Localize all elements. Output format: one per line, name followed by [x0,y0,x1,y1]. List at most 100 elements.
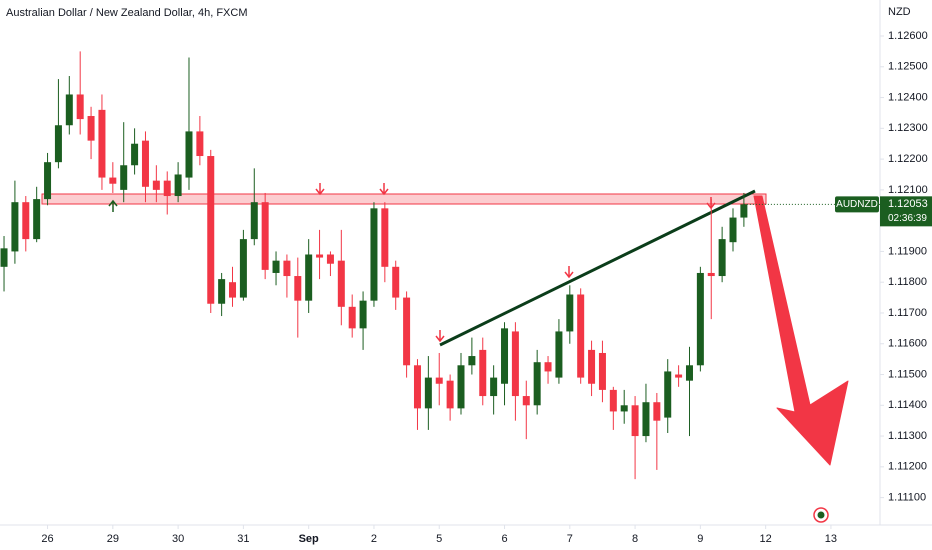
candle-body [76,94,84,120]
candle-body [707,272,715,277]
y-tick-label: 1.11600 [888,338,927,350]
symbol-label: AUDNZD [836,199,878,210]
candle-body [424,377,432,409]
candle-body [403,297,411,366]
candle-body [392,266,400,298]
candle-body [577,294,585,378]
x-tick-label: 5 [436,533,442,545]
x-tick-label: 30 [172,533,184,545]
candle-body [163,180,171,197]
candle-body [642,402,650,437]
candle-body [457,365,465,409]
candle-body [381,208,389,267]
candle-body [511,331,519,397]
last-price-label: 1.12053 [888,198,928,210]
candle-body [174,174,182,197]
y-tick-label: 1.11700 [888,307,927,319]
trend-line [439,189,756,347]
candle-body [468,356,476,366]
candle-body [675,374,683,378]
x-tick-label: 31 [237,533,249,545]
candle-body [598,352,606,390]
candle-body [370,208,378,301]
candle-body [490,377,498,397]
candle-body [283,260,291,277]
candle-body [98,109,106,178]
y-tick-label: 1.11100 [888,492,926,504]
candle-body [261,202,269,270]
y-tick-label: 1.12100 [888,184,928,196]
candle-body [185,131,193,178]
drawings [41,183,849,523]
candle-body [718,239,726,277]
x-tick-label: Sep [299,533,319,545]
resistance-zone [41,193,767,205]
x-tick-label: 29 [107,533,119,545]
y-tick-label: 1.11200 [888,461,927,473]
y-tick-label: 1.11800 [888,276,927,288]
symbol-box [835,196,879,213]
candle-body [316,254,324,258]
candle-body [294,276,302,301]
candle-body [11,202,19,252]
candle-body [522,396,530,406]
y-tick-label: 1.12500 [888,61,928,73]
x-tick-label: 8 [632,533,638,545]
x-tick-label: 2 [371,533,377,545]
big-down-arrow [753,195,849,466]
y-tick-label: 1.11500 [888,368,927,380]
candle-body [631,405,639,437]
candle-body [588,349,596,384]
x-tick-label: 9 [697,533,703,545]
candle-body [87,116,95,141]
currency-label: NZD [888,6,911,18]
candle-body [696,272,704,366]
candle-body [479,349,487,397]
candle-body [337,260,345,307]
candle-body [348,306,356,329]
candle-body [0,248,8,267]
candle-body [359,300,367,329]
candle-body [218,279,226,304]
candle-body [54,125,62,163]
event-icon-dot [817,511,825,519]
candle-body [544,362,552,372]
y-tick-label: 1.12400 [888,91,928,103]
candle-body [501,328,509,384]
candle-body [620,405,628,412]
y-tick-label: 1.11400 [888,399,927,411]
y-tick-label: 1.12300 [888,122,928,134]
x-tick-label: 26 [41,533,53,545]
candle-body [566,294,574,332]
x-tick-label: 7 [567,533,573,545]
x-tick-label: 6 [501,533,507,545]
candle-body [207,156,215,304]
candle-body [22,202,30,240]
candle-body [653,402,661,421]
candle-body [305,254,313,301]
candle-body [740,204,748,218]
candle-body [272,260,280,273]
candle-body [533,362,541,406]
candle-body [152,180,160,190]
candle-body [326,254,334,264]
candle-body [413,365,421,409]
candle-body [141,140,149,187]
chart-title: Australian Dollar / New Zealand Dollar, … [6,7,247,19]
up-arrow [108,199,118,212]
candle-body [729,217,737,243]
candle-body [239,239,247,298]
candle-body [250,202,258,240]
candle-body [229,282,237,298]
candle-body [609,389,617,412]
candles [0,51,748,480]
candle-body [196,131,204,157]
y-tick-label: 1.12200 [888,153,928,165]
candle-body [446,380,454,409]
candle-body [109,177,117,184]
candle-body [435,377,443,384]
candle-body [33,199,41,240]
countdown-label: 02:36:39 [888,213,927,224]
y-tick-label: 1.11900 [888,245,927,257]
